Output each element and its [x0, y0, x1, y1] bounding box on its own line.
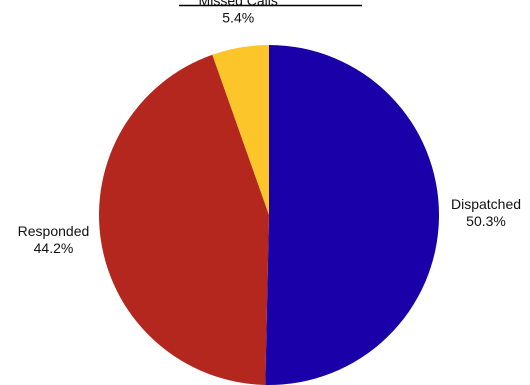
slice-percent-label-dispatched: 50.3% [466, 213, 506, 229]
pie-slice-responded [99, 54, 269, 385]
pie-slices [99, 45, 439, 385]
slice-percent-label-responded: 44.2% [34, 240, 74, 256]
slice-category-label-responded: Responded [18, 223, 90, 239]
pie-slice-missed-calls [212, 45, 269, 215]
slice-category-label-dispatched: Dispatched [451, 196, 521, 212]
slice-percent-label-missed-calls: 5.4% [222, 10, 254, 26]
slice-category-label-missed-calls: Missed Calls [199, 0, 278, 9]
pie-slice-dispatched [265, 45, 439, 385]
